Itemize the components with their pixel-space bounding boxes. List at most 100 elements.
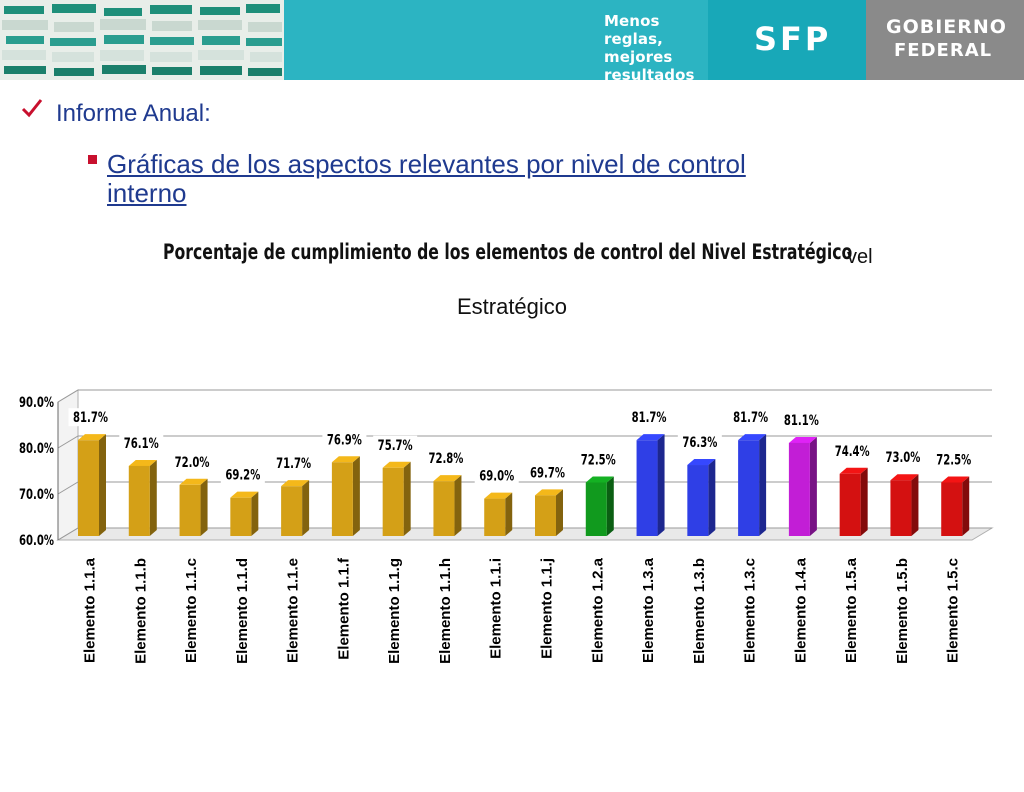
data-label: 72.0% [175,454,210,470]
bar [230,491,259,536]
x-category-label: Elemento 1.3.a [640,557,657,663]
bar-side [606,476,614,536]
data-label-bg [931,450,976,469]
bar [738,434,767,536]
bar-top [636,434,665,441]
y-tick-label: 80.0% [19,440,54,456]
x-category-label: Elemento 1.1.g [386,558,403,664]
data-label-bg [170,452,215,471]
bar-chart: 60.0% 70.0% 80.0% 90.0% 81.7% 76.1% 72.0% 69.2… [19,389,994,664]
bar-front [484,498,506,536]
bar-front [788,442,810,536]
data-label-bg [728,408,773,427]
data-label-bg [220,465,265,484]
bar-top [941,476,970,483]
x-category-label: Elemento 1.3.b [691,558,708,664]
y-tick-label: 90.0% [19,394,54,410]
chart-bars [78,434,970,536]
bar [585,476,614,536]
gobierno-logo-line1: GOBIERNO [886,16,1007,38]
chart-title-trailing: vel [847,246,873,268]
bar-front [839,473,861,536]
data-label: 69.7% [530,465,565,481]
bar [433,475,462,536]
bar-side [911,474,919,536]
data-label-bg [525,463,570,482]
x-axis-labels: Elemento 1.1.a Elemento 1.1.b Elemento 1.1… [82,557,962,664]
data-label-bg [576,450,621,469]
bar-side [200,478,208,536]
y-tick-label: 60.0% [19,532,54,548]
bar-front [179,484,201,536]
data-label-bg [677,433,722,452]
data-label: 76.9% [327,432,362,448]
header-photo-image [0,0,284,80]
data-label: 72.5% [936,452,971,468]
bar [839,467,868,536]
bar-side [759,434,767,536]
bar-top [230,491,259,498]
data-labels: 81.7% 76.1% 72.0% 69.2% 71.7% 76.9% 75.7% 72.8%… [68,408,976,485]
x-category-label: Elemento 1.3.c [742,558,759,663]
bar-top [535,489,563,496]
bar-front [890,480,912,536]
x-category-label: Elemento 1.1.a [82,557,99,663]
bar-side [149,459,157,536]
bar-front [738,440,760,536]
bar-side [657,434,665,536]
chart-title: Porcentaje de cumplimiento de los elemen… [163,240,853,264]
bar-front [687,465,709,536]
bar-top [382,461,411,468]
data-label: 74.4% [835,443,870,459]
data-label: 75.7% [378,437,413,453]
bar-front [78,440,99,536]
gobierno-logo-line2: FEDERAL [894,40,993,61]
bar-top [433,475,462,482]
x-category-label: Elemento 1.1.f [335,557,352,660]
page-subheading: Gráficas de los aspectos relevantes por … [107,149,746,208]
bar-front [382,467,404,536]
bar-side [556,489,563,536]
bar [890,474,919,536]
x-category-label: Elemento 1.1.b [132,558,149,664]
bar-side [860,467,868,536]
square-bullet-icon [88,155,97,164]
bar-front [636,440,658,536]
bar [941,476,970,536]
header-tagline: Menos reglas, mejores resultados [604,12,695,84]
bar-front [331,462,353,536]
sfp-logo-text: SFP [754,20,832,58]
bar-top [281,480,310,487]
bar-front [230,497,252,536]
x-category-label: Elemento 1.1.d [234,558,251,664]
bar [535,489,563,536]
bar-side [99,434,106,536]
data-label-bg [830,441,875,460]
bar-front [941,482,963,536]
data-label: 81.7% [733,410,768,426]
bar-side [809,436,817,536]
data-label: 72.5% [581,452,616,468]
bar-side [505,492,513,536]
bar-top [687,459,716,466]
bar [281,480,310,536]
data-label-bg [779,410,824,429]
data-label: 71.7% [276,456,311,472]
bar-side [302,480,310,536]
data-label: 81.7% [632,410,667,426]
bar-top [839,467,868,474]
data-label-bg [119,433,164,452]
x-category-label: Elemento 1.1.h [437,558,454,664]
bar [788,436,817,536]
bar-top [484,492,513,499]
bar-top [331,456,360,463]
bar-side [251,491,259,536]
data-label-bg [68,408,113,427]
bar [331,456,360,536]
data-label-bg [880,448,925,467]
bar-top [128,459,157,466]
x-category-label: Elemento 1.5.c [945,558,962,663]
data-label-bg [423,449,468,468]
bar [128,459,157,536]
x-category-label: Elemento 1.5.b [894,558,911,664]
